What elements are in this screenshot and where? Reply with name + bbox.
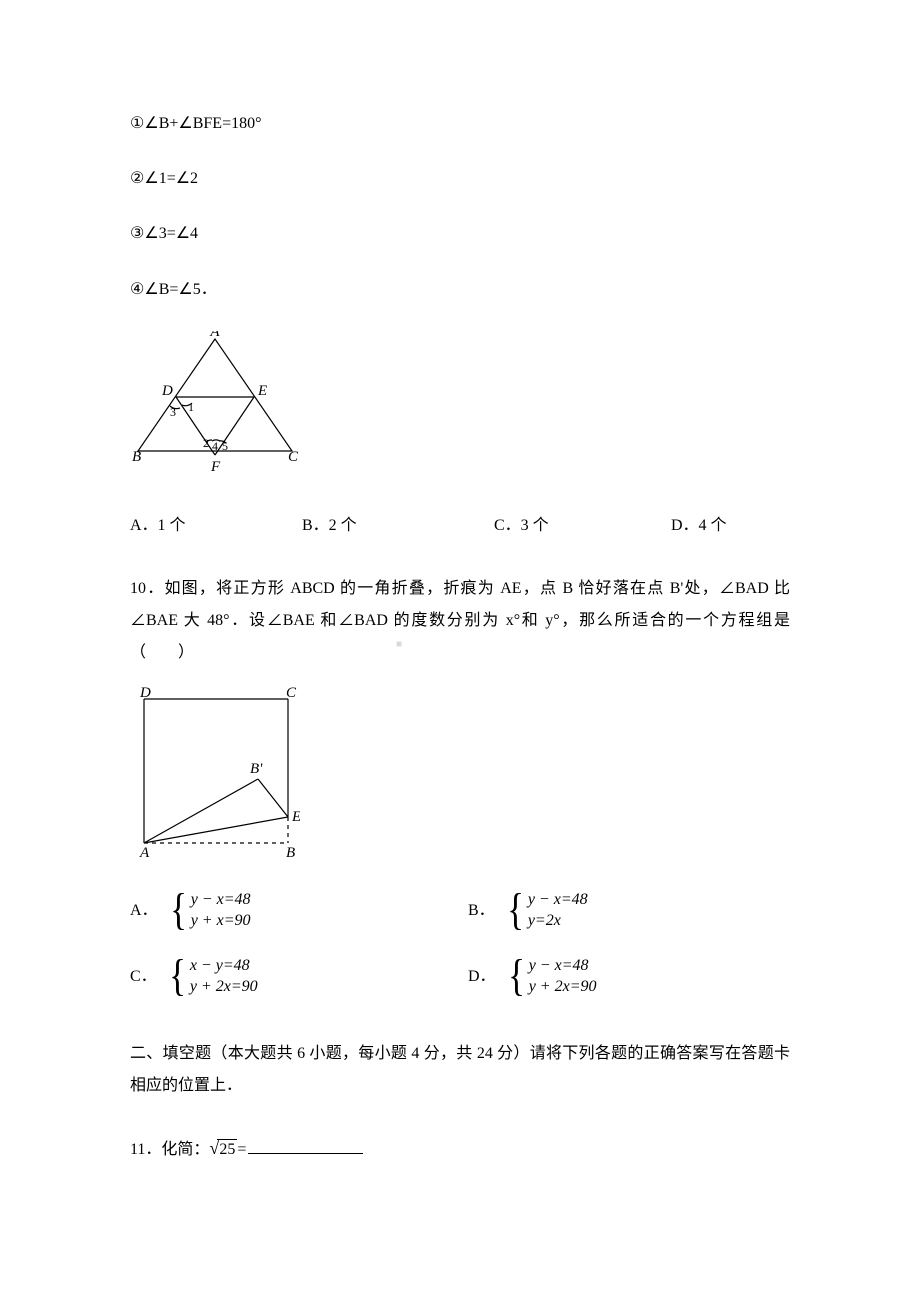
svg-text:3: 3 xyxy=(170,405,176,419)
svg-text:E: E xyxy=(291,809,300,825)
q10-optA-line2: y + x=90 xyxy=(191,910,251,932)
q10-optC-line2: y + 2x=90 xyxy=(190,976,258,998)
svg-text:2: 2 xyxy=(203,436,209,450)
svg-text:D: D xyxy=(139,687,151,701)
svg-text:A: A xyxy=(139,845,150,857)
q10-optD-label: D． xyxy=(468,963,496,990)
q10-optD-line2: y + 2x=90 xyxy=(529,976,597,998)
q10-optA[interactable]: A． { y − x=48 y + x=90 xyxy=(130,888,450,932)
q10-optB-line2: y=2x xyxy=(528,910,588,932)
brace-icon: { xyxy=(169,954,186,998)
q10-figure: A B C D E B' xyxy=(130,687,790,866)
svg-text:5: 5 xyxy=(222,439,228,453)
q11: 11．化简： √ 25 = xyxy=(130,1136,790,1163)
q9-optD[interactable]: D．4 个 xyxy=(669,512,727,539)
svg-text:B: B xyxy=(132,449,141,465)
svg-text:C: C xyxy=(286,687,297,701)
q9-optA[interactable]: A．1 个 xyxy=(130,512,300,539)
q10-optC[interactable]: C． { x − y=48 y + 2x=90 xyxy=(130,954,450,998)
q11-radicand: 25 xyxy=(217,1139,237,1159)
svg-text:D: D xyxy=(161,383,173,399)
q9-figure: A B C D E F 1 2 3 4 5 xyxy=(130,331,790,490)
svg-text:C: C xyxy=(288,449,299,465)
q10-optA-line1: y − x=48 xyxy=(191,889,251,911)
q9-cond2: ②∠1=∠2 xyxy=(130,165,790,192)
q9-cond4: ④∠B=∠5． xyxy=(130,276,790,303)
q10-stem: 10．如图，将正方形 ABCD 的一角折叠，折痕为 AE，点 B 恰好落在点 B… xyxy=(130,573,790,669)
svg-text:E: E xyxy=(257,383,267,399)
watermark: ■ xyxy=(396,636,402,653)
q10-optC-line1: x − y=48 xyxy=(190,955,258,977)
q11-equals: = xyxy=(237,1136,246,1163)
svg-text:B': B' xyxy=(250,761,263,777)
svg-text:F: F xyxy=(210,459,221,475)
q9-options: A．1 个 B．2 个 C．3 个 D．4 个 xyxy=(130,512,790,539)
brace-icon: { xyxy=(507,888,524,932)
brace-icon: { xyxy=(170,888,187,932)
q9-optB[interactable]: B．2 个 xyxy=(300,512,492,539)
section2-heading: 二、填空题（本大题共 6 小题，每小题 4 分，共 24 分）请将下列各题的正确… xyxy=(130,1038,790,1102)
q10-optA-label: A． xyxy=(130,897,158,924)
q10-optD-line1: y − x=48 xyxy=(529,955,597,977)
brace-icon: { xyxy=(508,954,525,998)
q10-optC-label: C． xyxy=(130,963,157,990)
q9-cond1: ①∠B+∠BFE=180° xyxy=(130,110,790,137)
q10-optD[interactable]: D． { y − x=48 y + 2x=90 xyxy=(450,954,770,998)
q10-options: A． { y − x=48 y + x=90 B． { y − x=48 y=2… xyxy=(130,888,790,998)
svg-text:4: 4 xyxy=(212,439,218,453)
svg-text:B: B xyxy=(286,845,295,857)
sqrt-icon: √ 25 xyxy=(209,1139,237,1159)
q10-optB-line1: y − x=48 xyxy=(528,889,588,911)
fill-blank[interactable] xyxy=(248,1137,363,1154)
q9-cond3: ③∠3=∠4 xyxy=(130,220,790,247)
q11-prefix: 11．化简： xyxy=(130,1136,209,1163)
q9-optC[interactable]: C．3 个 xyxy=(492,512,669,539)
q10-optB[interactable]: B． { y − x=48 y=2x xyxy=(450,888,770,932)
q10-optB-label: B． xyxy=(468,897,495,924)
svg-text:A: A xyxy=(209,331,220,340)
svg-text:1: 1 xyxy=(188,400,194,414)
